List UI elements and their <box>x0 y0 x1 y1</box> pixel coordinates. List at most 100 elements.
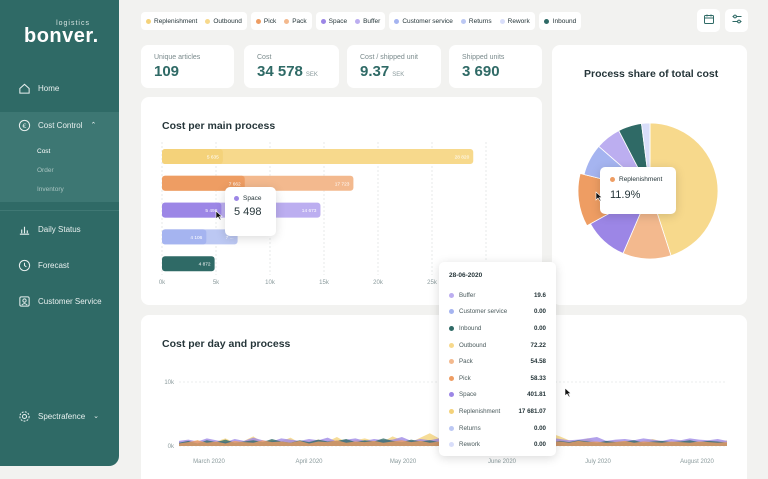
legend-chip-pick-pack[interactable]: Pick Pack <box>250 12 312 30</box>
sliders-icon <box>731 12 743 30</box>
kpi-card-cost: Cost 34 578 SEK <box>244 45 339 88</box>
chevron-down-icon[interactable]: ⌄ <box>93 413 100 420</box>
tooltip-row: Pack 54.58 <box>449 353 546 370</box>
bar-segment <box>162 202 222 218</box>
tooltip-row-name: Space <box>459 391 477 399</box>
legend-dot <box>146 18 151 24</box>
bar-tooltip: Space 5 498 <box>225 187 276 236</box>
legend-dot <box>449 342 454 348</box>
y-tick-label: 10k <box>164 380 175 386</box>
legend-chip-replenishment-outbound[interactable]: Replenishment Outbound <box>141 12 247 30</box>
x-tick-label: August 2020 <box>680 459 714 465</box>
bar-value-label: 4 106 <box>190 235 202 241</box>
home-icon <box>18 82 31 95</box>
tooltip-row-name: Pick <box>459 374 471 382</box>
clock-icon <box>18 259 31 272</box>
x-tick-label: 20k <box>373 280 384 286</box>
legend-dot <box>449 392 454 398</box>
legend-dot <box>543 18 549 24</box>
tooltip-row: Buffer 19.6 <box>449 287 546 304</box>
svg-text:€: € <box>22 121 26 129</box>
sidebar-item-label: Cost Control <box>38 120 83 130</box>
tooltip-row-value: 0.00 <box>533 324 546 332</box>
tooltip-row-name: Returns <box>459 424 481 432</box>
tooltip-row-value: 54.58 <box>530 358 546 366</box>
legend-dot <box>449 425 454 431</box>
x-tick-label: May 2020 <box>390 459 417 465</box>
tooltip-row-value: 58.33 <box>530 374 546 382</box>
legend-label: Returns <box>468 17 492 25</box>
kpi-value: 34 578 SEK <box>257 63 339 80</box>
tooltip-row: Pick 58.33 <box>449 370 546 387</box>
sidebar-item-label: Customer Service <box>38 296 102 306</box>
bar-value-label: 14 673 <box>302 208 317 214</box>
tooltip-value: 11.9% <box>610 189 641 201</box>
legend-dot <box>449 375 454 381</box>
y-tick-label: 0k <box>168 444 175 450</box>
card-title: Cost per main process <box>162 120 276 132</box>
sidebar-item-cost-control[interactable]: € Cost Control ⌃ <box>0 112 119 138</box>
kpi-label: Unique articles <box>154 54 201 61</box>
tooltip-row: Returns 0.00 <box>449 420 546 437</box>
kpi-unit: SEK <box>305 72 318 78</box>
sidebar-subitem-order[interactable]: Order <box>37 167 54 174</box>
kpi-card-cost-per-unit: Cost / shipped unit 9.37 SEK <box>347 45 441 88</box>
bar-segment <box>162 175 245 191</box>
sidebar-item-home[interactable]: Home <box>0 75 119 101</box>
legend-label: Pack <box>292 17 307 25</box>
tooltip-series: Space <box>234 195 267 202</box>
legend-chip-space-buffer[interactable]: Space Buffer <box>315 12 386 30</box>
gear-icon <box>18 410 31 423</box>
kpi-unit: SEK <box>392 72 405 78</box>
day-tooltip: 28-06-2020 Buffer 19.6 Customer service 0.0… <box>439 262 556 456</box>
kpi-value: 9.37 SEK <box>360 63 441 80</box>
bar-segment <box>162 229 207 245</box>
calendar-button[interactable] <box>697 9 720 32</box>
legend-label: Buffer <box>363 17 381 25</box>
chevron-up-icon[interactable]: ⌃ <box>90 122 97 129</box>
user-menu[interactable]: Spectrafence ⌄ <box>0 403 119 429</box>
legend-dot <box>255 18 261 24</box>
tooltip-row-value: 72.22 <box>530 341 546 349</box>
legend-label: Pick <box>263 17 277 25</box>
tooltip-row-value: 17 681.07 <box>518 407 546 415</box>
pie-slice <box>649 122 719 257</box>
legend-dot <box>449 359 454 365</box>
sidebar-item-customer-service[interactable]: Customer Service <box>0 288 119 314</box>
sidebar-item-daily-status[interactable]: Daily Status <box>0 216 119 242</box>
sidebar-item-forecast[interactable]: Forecast <box>0 252 119 278</box>
tooltip-series-name: Replenishment <box>619 176 663 183</box>
euro-icon: € <box>18 119 31 132</box>
tooltip-row: Rework 0.00 <box>449 436 546 453</box>
tooltip-series-name: Space <box>243 195 262 202</box>
tooltip-row-value: 401.81 <box>527 391 546 399</box>
kpi-label: Shipped units <box>462 54 505 61</box>
x-tick-label: July 2020 <box>585 459 611 465</box>
sidebar-subitem-cost[interactable]: Cost <box>37 148 51 155</box>
bar-value-label: 5 498 <box>205 208 217 214</box>
tooltip-series: Replenishment <box>610 176 666 183</box>
legend-label: Replenishment <box>154 17 198 25</box>
legend-chip-inbound[interactable]: Inbound <box>538 12 582 30</box>
tooltip-row-name: Replenishment <box>459 407 501 415</box>
logo[interactable]: logistics bonver. <box>24 20 114 50</box>
tooltip-row-name: Outbound <box>459 341 487 349</box>
filter-button[interactable] <box>725 9 748 32</box>
sidebar-divider <box>0 210 119 211</box>
legend-label: Inbound <box>552 17 577 25</box>
bar-value-label: 7 662 <box>229 181 241 187</box>
sidebar-item-label: Forecast <box>38 260 70 270</box>
sidebar-item-label: Daily Status <box>38 224 81 234</box>
legend-dot <box>460 18 466 24</box>
x-tick-label: 0k <box>159 280 166 286</box>
bar-segment <box>162 149 223 164</box>
tooltip-rows: Buffer 19.6 Customer service 0.00 Inbound 0.0… <box>449 287 546 453</box>
kpi-card-shipped-units: Shipped units 3 690 <box>449 45 542 88</box>
sidebar-subitem-inventory[interactable]: Inventory <box>37 186 64 193</box>
legend-label: Rework <box>507 17 530 25</box>
legend-chip-customer-service-returns-rework[interactable]: Customer service Returns Rework <box>389 12 535 30</box>
bar-value-label: 28 820 <box>455 155 470 161</box>
tooltip-row-name: Customer service <box>459 308 508 316</box>
kpi-label: Cost <box>257 54 272 61</box>
